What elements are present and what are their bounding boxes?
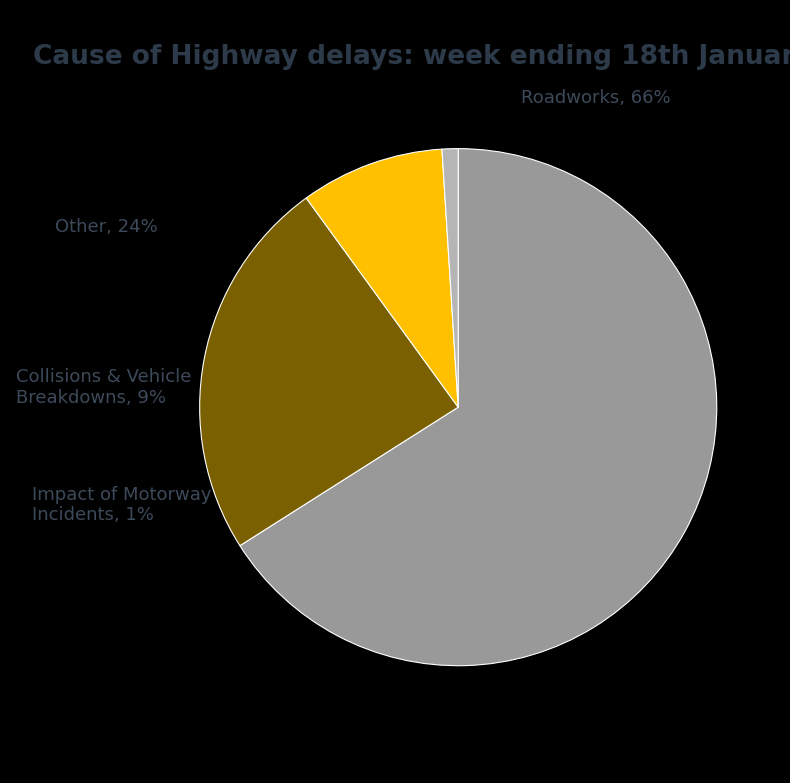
Text: Impact of Motorway
Incidents, 1%: Impact of Motorway Incidents, 1% xyxy=(32,485,211,525)
Wedge shape xyxy=(240,149,717,666)
Wedge shape xyxy=(442,149,458,407)
Wedge shape xyxy=(200,198,458,546)
Text: Other, 24%: Other, 24% xyxy=(55,218,158,236)
Text: Roadworks, 66%: Roadworks, 66% xyxy=(521,89,671,106)
Wedge shape xyxy=(307,149,458,407)
Text: Collisions & Vehicle
Breakdowns, 9%: Collisions & Vehicle Breakdowns, 9% xyxy=(16,368,191,407)
Text: Cause of Highway delays: week ending 18th January: Cause of Highway delays: week ending 18t… xyxy=(33,45,790,70)
